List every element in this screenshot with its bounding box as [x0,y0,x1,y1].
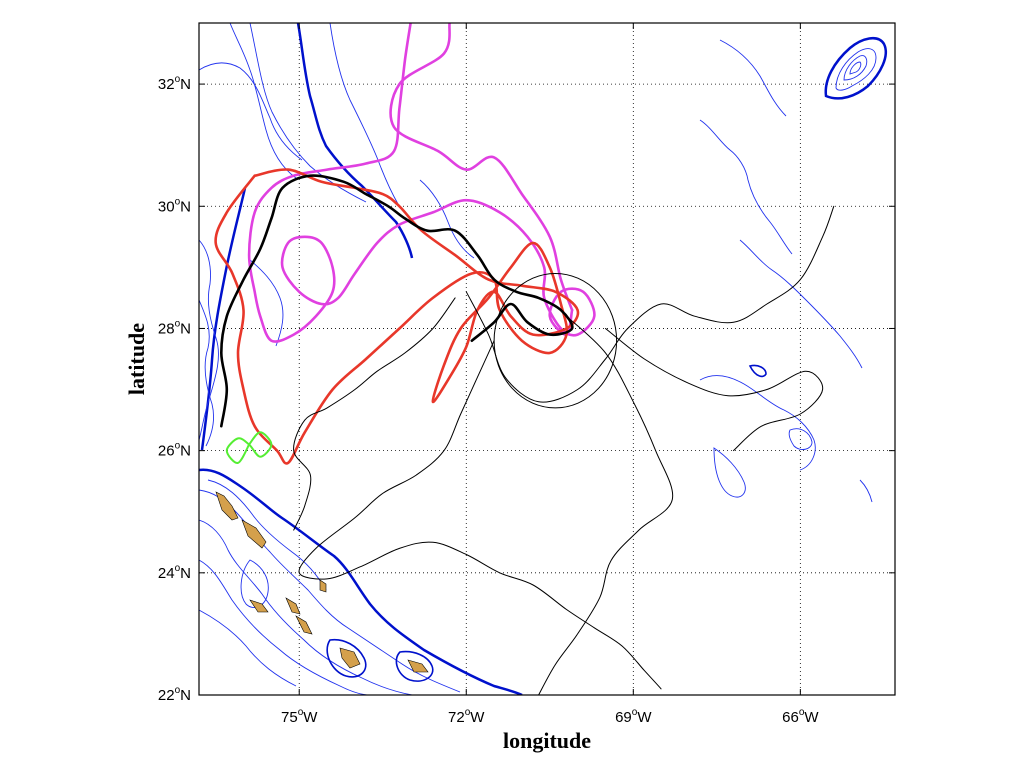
y-tick-number: 22 [158,687,175,704]
y-tick-direction: N [180,565,191,582]
x-tick-number: 66 [782,709,799,726]
y-tick-label: 28oN [158,318,191,337]
y-tick-label: 22oN [158,685,191,704]
y-tick-direction: N [180,320,191,337]
y-tick-direction: N [180,198,191,215]
x-tick-direction: W [804,709,819,726]
y-tick-label: 30oN [158,196,191,215]
x-tick-direction: W [637,709,652,726]
y-tick-label: 32oN [158,74,191,93]
y-axis-title: latitude [124,323,149,395]
x-tick-number: 69 [615,709,632,726]
x-tick-direction: W [470,709,485,726]
x-tick-number: 72 [448,709,465,726]
x-tick-label: 75oW [281,707,318,726]
x-tick-label: 69oW [615,707,652,726]
y-tick-direction: N [180,76,191,93]
y-tick-number: 24 [158,565,175,582]
y-tick-label: 26oN [158,441,191,460]
x-tick-direction: W [303,709,318,726]
y-tick-number: 28 [158,320,175,337]
x-tick-label: 72oW [448,707,485,726]
y-tick-direction: N [180,687,191,704]
x-axis-title: longitude [503,728,591,753]
x-tick-number: 75 [281,709,298,726]
y-tick-number: 30 [158,198,175,215]
y-tick-number: 32 [158,76,175,93]
y-tick-number: 26 [158,443,175,460]
y-tick-direction: N [180,443,191,460]
y-tick-label: 24oN [158,563,191,582]
x-tick-label: 66oW [782,707,819,726]
